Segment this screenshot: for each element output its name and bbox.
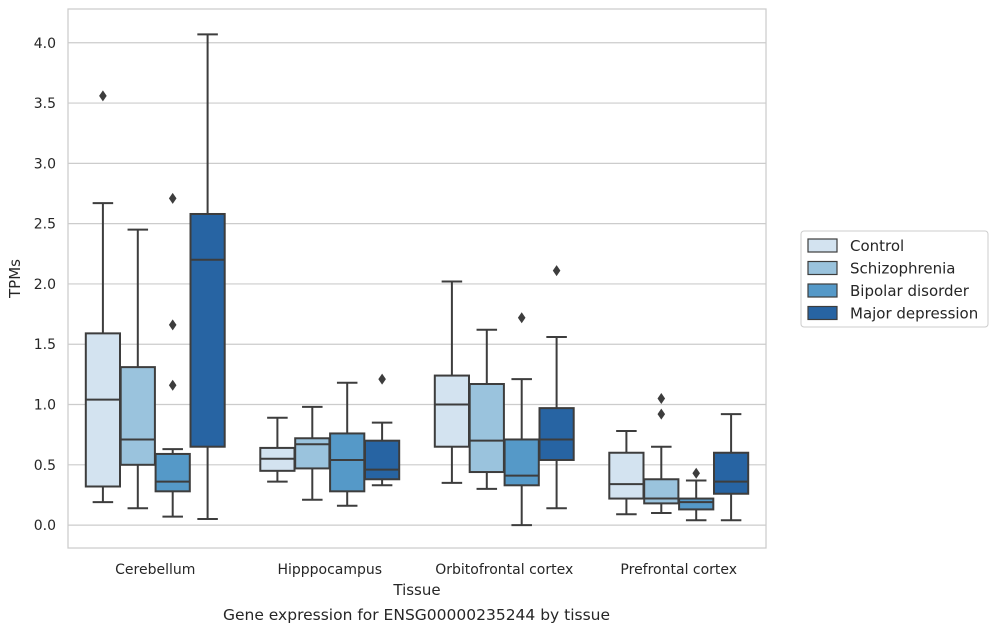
legend-label: Bipolar disorder xyxy=(850,282,970,300)
box-cerebellum xyxy=(84,90,122,504)
legend-swatch xyxy=(807,260,838,276)
box-prefrontal-cortex xyxy=(712,413,750,522)
legend-swatch xyxy=(807,238,838,253)
box-iqr xyxy=(643,478,680,505)
series-bipolar-disorder xyxy=(154,192,715,527)
box-iqr xyxy=(189,212,226,448)
box-iqr xyxy=(538,407,575,461)
legend-label: Control xyxy=(850,237,904,255)
series-control xyxy=(84,90,645,516)
y-tick-label: 0.5 xyxy=(34,458,56,474)
outlier-point xyxy=(552,265,561,277)
y-tick-label: 3.0 xyxy=(34,156,56,172)
outlier-point xyxy=(168,319,177,331)
box-orbitofrontal-cortex xyxy=(538,265,575,510)
box-iqr xyxy=(363,439,401,481)
y-tick-label: 3.5 xyxy=(34,96,56,112)
box-hipppocampus xyxy=(363,373,401,487)
legend-swatch xyxy=(807,305,838,321)
figure-caption: Gene expression for ENSG00000235244 by t… xyxy=(222,606,611,624)
box-cerebellum xyxy=(119,228,156,510)
box-prefrontal-cortex xyxy=(608,430,645,516)
box-iqr xyxy=(119,366,156,466)
plot-area-frame xyxy=(67,8,767,549)
box-prefrontal-cortex xyxy=(678,467,715,522)
x-tick-label: Orbitofrontal cortex xyxy=(435,562,573,578)
y-tick-label: 1.5 xyxy=(34,337,56,353)
outlier-point xyxy=(378,373,386,385)
box-iqr xyxy=(329,432,366,493)
outlier-point xyxy=(168,192,177,204)
x-axis-title: Tissue xyxy=(392,581,440,599)
x-axis-ticks: Cerebellum Hipppocampus Orbitofrontal cort… xyxy=(115,562,737,578)
legend: Control Schizophrenia Bipolar disorder Majo… xyxy=(800,230,989,328)
box-iqr xyxy=(294,437,331,470)
box-orbitofrontal-cortex xyxy=(433,280,471,484)
box-orbitofrontal-cortex xyxy=(468,328,505,490)
x-tick-label: Prefrontal cortex xyxy=(620,562,737,578)
legend-item: Bipolar disorder xyxy=(807,282,970,300)
series-major-depression xyxy=(189,33,750,522)
outlier-point xyxy=(657,392,666,404)
box-iqr xyxy=(468,383,505,474)
legend-item: Schizophrenia xyxy=(807,260,955,278)
box-iqr xyxy=(678,497,715,511)
box-iqr xyxy=(503,438,540,487)
y-axis-ticks: 0.0 0.5 1.0 1.5 2.0 2.5 3.0 3.5 4.0 xyxy=(34,36,56,534)
box-hipppocampus xyxy=(294,405,331,501)
box-prefrontal-cortex xyxy=(643,392,680,515)
box-cerebellum xyxy=(189,33,226,521)
y-tick-label: 1.0 xyxy=(34,398,56,414)
box-series xyxy=(84,33,750,527)
y-tick-label: 4.0 xyxy=(34,36,56,52)
legend-item: Control xyxy=(807,237,904,255)
box-iqr xyxy=(608,451,645,500)
box-iqr xyxy=(84,332,122,488)
box-hipppocampus xyxy=(329,381,366,507)
series-schizophrenia xyxy=(119,228,680,515)
box-orbitofrontal-cortex xyxy=(503,312,540,527)
legend-frame xyxy=(800,230,989,328)
legend-label: Schizophrenia xyxy=(850,260,955,278)
box-hipppocampus xyxy=(259,416,296,483)
outlier-point xyxy=(168,379,177,391)
box-iqr xyxy=(154,452,191,493)
legend-item: Major depression xyxy=(807,305,978,323)
box-cerebellum xyxy=(154,192,191,518)
outlier-point xyxy=(657,408,666,420)
x-tick-label: Cerebellum xyxy=(115,562,195,578)
x-tick-label: Hipppocampus xyxy=(277,562,382,578)
outlier-point xyxy=(692,467,700,479)
legend-swatch xyxy=(807,283,838,298)
y-tick-label: 2.5 xyxy=(34,217,56,233)
outlier-point xyxy=(517,312,526,324)
y-axis-title: TPMs xyxy=(6,259,24,299)
outlier-point xyxy=(99,90,107,102)
box-iqr xyxy=(433,374,471,448)
y-tick-label: 2.0 xyxy=(34,277,56,293)
box-iqr xyxy=(712,451,750,495)
legend-label: Major depression xyxy=(850,305,978,323)
y-tick-label: 0.0 xyxy=(34,518,56,534)
